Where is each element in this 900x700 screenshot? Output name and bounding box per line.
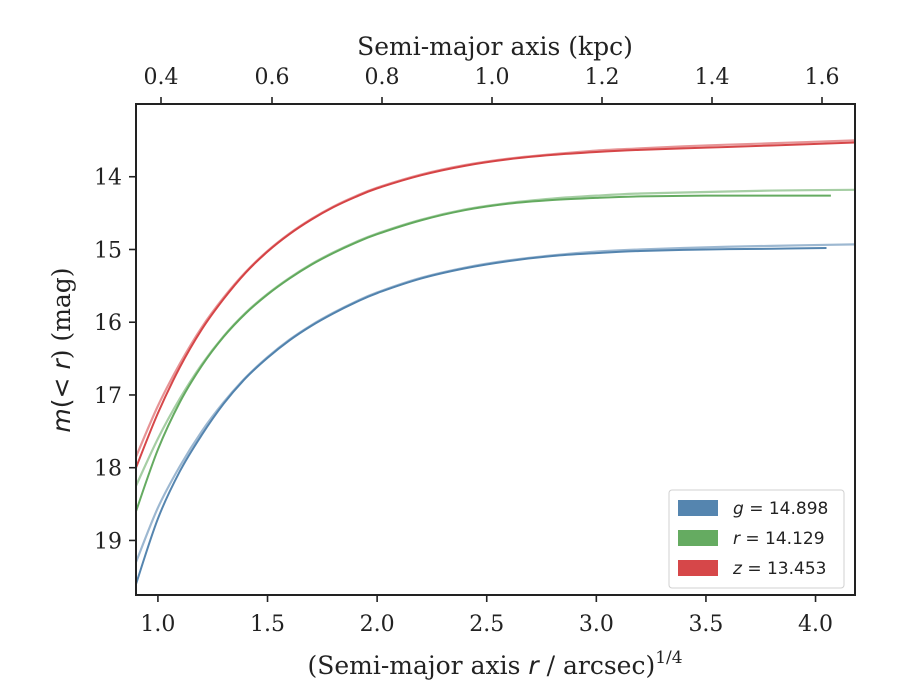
legend-var-z: z xyxy=(732,559,743,579)
series-r-curve-secondary xyxy=(136,188,855,487)
legend-label-r: r = 14.129 xyxy=(733,529,825,549)
y-tick-label: 19 xyxy=(94,529,122,554)
top-x-tick-label: 1.2 xyxy=(585,65,620,90)
legend-value-g: = 14.898 xyxy=(744,499,829,519)
y-tick-label: 15 xyxy=(94,238,122,263)
x-axis-title-tail: / arcsec) xyxy=(539,651,656,680)
series-z-curve xyxy=(136,141,855,469)
y-axis-title: m(< r) (mag) xyxy=(47,267,76,432)
top-axis-title: Semi-major axis (kpc) xyxy=(357,32,633,61)
legend-value-r: = 14.129 xyxy=(740,529,825,549)
x-axis-title-text: (Semi-major axis xyxy=(307,651,528,680)
y-axis-title-r: r xyxy=(47,358,76,370)
top-x-tick-label: 0.8 xyxy=(365,65,400,90)
x-tick-label: 1.0 xyxy=(140,612,175,637)
y-axis-title-mid: (< xyxy=(47,370,76,409)
x-axis-title: (Semi-major axis r / arcsec)1/4 xyxy=(307,648,682,680)
legend-swatch-z xyxy=(678,560,718,576)
y-tick-label: 17 xyxy=(94,384,122,409)
y-axis-title-post: ) (mag) xyxy=(47,267,76,359)
y-tick-label: 18 xyxy=(94,457,122,482)
legend-swatch-r xyxy=(678,530,718,546)
legend-label-g: g = 14.898 xyxy=(733,499,828,519)
top-x-tick-label: 1.6 xyxy=(805,65,840,90)
legend-value-z: = 13.453 xyxy=(742,559,827,579)
series-r-curve xyxy=(136,194,831,512)
top-x-ticks: 0.4 0.6 0.8 1.0 1.2 1.4 1.6 xyxy=(144,65,840,104)
x-axis-title-sup: 1/4 xyxy=(655,648,682,668)
x-tick-label: 2.0 xyxy=(360,612,395,637)
top-x-tick-label: 1.4 xyxy=(695,65,730,90)
x-tick-label: 3.5 xyxy=(688,612,723,637)
series-layer xyxy=(136,139,855,585)
plot-frame xyxy=(135,103,856,596)
x-axis-title-var: r xyxy=(528,651,540,680)
left-y-ticks: 14 15 16 17 18 19 xyxy=(94,166,136,554)
legend-label-z: z = 13.453 xyxy=(732,559,826,579)
y-axis-title-m: m xyxy=(47,408,76,432)
series-g-curve xyxy=(136,247,827,585)
y-tick-label: 14 xyxy=(94,166,122,191)
top-x-tick-label: 0.4 xyxy=(144,65,179,90)
top-x-tick-label: 0.6 xyxy=(255,65,290,90)
top-x-tick-label: 1.0 xyxy=(475,65,510,90)
x-tick-label: 1.5 xyxy=(250,612,285,637)
legend-var-g: g xyxy=(733,499,744,519)
legend-swatch-g xyxy=(678,500,718,516)
bottom-x-ticks: 1.0 1.5 2.0 2.5 3.0 3.5 4.0 xyxy=(140,595,833,637)
x-tick-label: 4.0 xyxy=(798,612,833,637)
x-tick-label: 3.0 xyxy=(579,612,614,637)
x-tick-label: 2.5 xyxy=(469,612,504,637)
legend-var-r: r xyxy=(733,529,741,549)
y-tick-label: 16 xyxy=(94,311,122,336)
series-z-curve-secondary xyxy=(136,139,855,458)
